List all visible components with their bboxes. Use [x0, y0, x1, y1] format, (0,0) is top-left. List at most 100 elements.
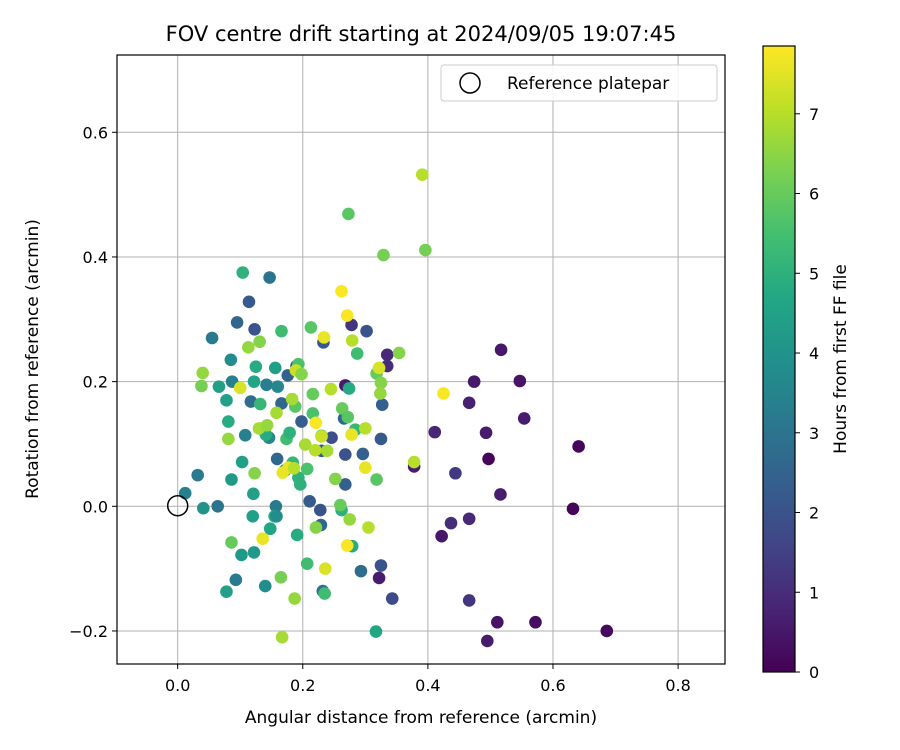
legend: Reference platepar: [440, 64, 718, 102]
data-point: [359, 461, 372, 474]
data-point: [359, 422, 372, 435]
data-point: [343, 513, 356, 526]
data-point: [197, 501, 210, 515]
data-point: [479, 426, 493, 440]
colorbar-tick-label: 7: [809, 105, 819, 124]
y-tick-label: 0.6: [83, 123, 108, 142]
data-point: [335, 284, 348, 298]
data-point: [275, 397, 288, 410]
data-point: [370, 473, 383, 486]
data-point: [339, 448, 352, 461]
data-point: [380, 348, 394, 362]
data-point: [392, 346, 406, 360]
plot-frame: [116, 54, 726, 665]
colorbar-tick-label: 5: [809, 264, 819, 283]
data-point: [191, 468, 204, 482]
data-point: [178, 486, 192, 500]
y-tick-label: 0.4: [83, 248, 108, 267]
data-point: [415, 168, 429, 181]
data-point: [306, 387, 320, 401]
data-point: [295, 415, 308, 428]
colorbar-tick-label: 4: [809, 344, 819, 363]
data-point: [275, 630, 289, 644]
data-point: [600, 624, 614, 638]
data-point: [242, 341, 255, 354]
data-point: [462, 512, 476, 526]
data-point: [462, 396, 476, 410]
colorbar-tick-label: 1: [809, 583, 819, 602]
data-point: [325, 431, 338, 445]
data-point: [263, 271, 276, 284]
x-tick-label: 0.4: [415, 676, 440, 695]
data-point: [462, 594, 476, 607]
data-point: [238, 428, 252, 442]
data-point: [513, 374, 527, 388]
colorbar-tick-label: 3: [809, 424, 819, 443]
data-point: [271, 380, 285, 393]
reference-platepar-marker: [166, 494, 189, 517]
data-point: [339, 478, 352, 491]
data-point: [248, 322, 261, 336]
scatter-points: [178, 168, 614, 648]
data-point: [212, 380, 226, 393]
data-point: [285, 392, 299, 406]
data-point: [494, 343, 508, 357]
data-point: [449, 466, 462, 480]
data-point: [300, 462, 314, 476]
data-point: [313, 503, 327, 517]
data-point: [300, 557, 314, 570]
data-point: [444, 516, 458, 530]
legend-entry-reference-platepar: Reference platepar: [507, 74, 669, 94]
data-point: [377, 248, 390, 262]
data-point: [318, 587, 331, 600]
colorbar-tick-label: 6: [809, 185, 819, 204]
y-tick-label: 0.2: [83, 373, 108, 392]
data-point: [345, 318, 358, 332]
data-point: [374, 376, 388, 390]
data-point: [360, 324, 373, 338]
data-point: [247, 546, 261, 559]
data-point: [374, 387, 387, 400]
data-point: [334, 498, 347, 512]
data-point: [235, 548, 248, 562]
data-point: [270, 452, 284, 466]
data-point: [276, 466, 290, 479]
data-point: [491, 615, 504, 629]
data-point: [274, 571, 288, 584]
data-point: [275, 324, 288, 338]
data-point: [224, 353, 238, 367]
data-point: [375, 398, 389, 411]
data-point: [196, 366, 209, 380]
data-point: [258, 579, 272, 593]
data-point: [290, 528, 304, 542]
data-point: [235, 455, 249, 469]
data-point: [253, 335, 266, 349]
data-point: [247, 375, 261, 388]
data-point: [249, 360, 263, 373]
data-point: [517, 412, 531, 425]
data-point: [309, 521, 323, 534]
data-point: [494, 488, 507, 501]
data-point: [268, 361, 282, 375]
data-point: [341, 410, 355, 424]
y-axis-ticks: −0.2 0.0 0.2 0.4 0.6: [69, 123, 117, 641]
data-point: [309, 416, 323, 430]
data-point: [437, 387, 450, 400]
data-point: [247, 487, 260, 501]
data-point: [369, 625, 383, 638]
data-point: [211, 499, 225, 513]
x-tick-label: 0.2: [290, 676, 315, 695]
data-point: [340, 539, 354, 552]
data-point: [288, 592, 301, 605]
legend-box: [440, 64, 718, 102]
data-point: [372, 361, 386, 375]
legend-marker: [459, 72, 481, 94]
data-point: [270, 509, 283, 523]
data-point: [248, 466, 261, 480]
x-gridlines: [177, 55, 679, 664]
data-point: [270, 406, 283, 420]
data-point: [222, 432, 235, 446]
data-point: [230, 316, 244, 329]
data-point: [467, 375, 481, 388]
data-point: [295, 367, 308, 381]
